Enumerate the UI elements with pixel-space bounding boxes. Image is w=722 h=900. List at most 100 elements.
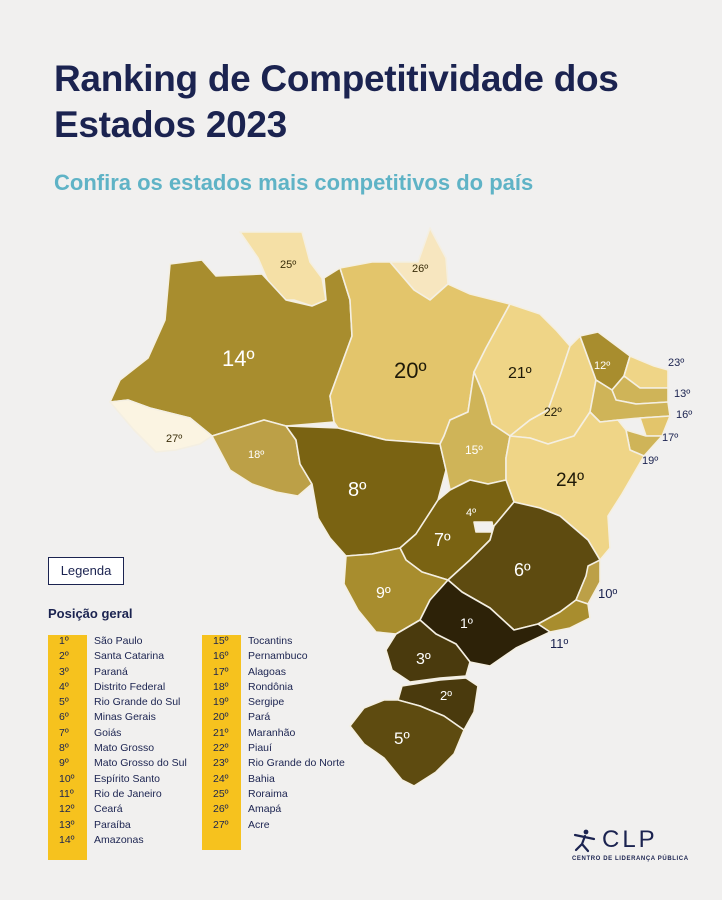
clp-figure-icon — [573, 829, 596, 853]
label-rs: 5º — [394, 729, 410, 748]
logo-tagline: CENTRO DE LIDERANÇA PÚBLICA — [572, 856, 689, 862]
label-ms: 9º — [376, 585, 391, 602]
label-rr: 25º — [280, 259, 296, 271]
label-am: 14º — [222, 346, 255, 371]
legend-state-name: Distrito Federal — [94, 680, 166, 693]
state-df — [473, 521, 495, 533]
label-ap: 26º — [412, 263, 428, 275]
legend-state-name: Acre — [248, 818, 270, 831]
legend-rank: 20º — [213, 711, 229, 724]
legend-rank: 14º — [59, 833, 75, 846]
legend-item: 15º Tocantins — [202, 635, 345, 650]
legend-item: 3º Paraná — [48, 666, 187, 681]
legend-rank: 3º — [59, 665, 69, 678]
legend-state-name: Pará — [248, 711, 271, 724]
legend-state-name: Rio Grande do Sul — [94, 696, 181, 709]
legend-state-name: Alagoas — [248, 665, 286, 678]
legend-rank: 9º — [59, 757, 69, 770]
label-pe: 16º — [676, 409, 692, 421]
legend-item: 10º Espírito Santo — [48, 773, 187, 788]
legend-state-name: Goiás — [94, 726, 122, 739]
legend-item: 6º Minas Gerais — [48, 711, 187, 726]
label-sp: 1º — [460, 615, 473, 631]
legend-item: 13º Paraíba — [48, 819, 187, 834]
legend-item: 1º São Paulo — [48, 635, 187, 650]
legend-item: 2º Santa Catarina — [48, 650, 187, 665]
label-ce: 12º — [594, 360, 610, 372]
legend-state-name: Paraná — [94, 665, 128, 678]
legend-item: 26º Amapá — [202, 803, 345, 818]
legend-rank: 4º — [59, 680, 69, 693]
clp-logo: CLP CENTRO DE LIDERANÇA PÚBLICA — [572, 826, 692, 862]
legend-rank: 6º — [59, 711, 69, 724]
legend-item: 7º Goiás — [48, 727, 187, 742]
legend-rank: 11º — [59, 787, 74, 800]
legend-item: 20º Pará — [202, 711, 345, 726]
legend-state-name: Pernambuco — [248, 650, 308, 663]
state-pr — [385, 619, 471, 683]
legend-item: 5º Rio Grande do Sul — [48, 696, 187, 711]
label-pr: 3º — [416, 651, 431, 668]
legend-rank: 13º — [59, 818, 75, 831]
label-df: 4º — [466, 507, 476, 519]
legend-rank: 12º — [59, 803, 75, 816]
legend-item: 24º Bahia — [202, 773, 345, 788]
legend-item: 4º Distrito Federal — [48, 681, 187, 696]
legend-item: 27º Acre — [202, 819, 345, 834]
label-to: 15º — [465, 443, 483, 457]
legend-title: Posição geral — [48, 606, 133, 621]
page-title: Ranking de Competitividade dos Estados 2… — [54, 58, 619, 145]
state-rs — [349, 699, 465, 787]
legend-state-name: Roraima — [248, 787, 288, 800]
legend-state-name: Mato Grosso — [94, 742, 155, 755]
legend-state-name: Tocantins — [248, 635, 293, 647]
legend-rank: 15º — [213, 635, 229, 647]
legend-state-name: Amapá — [248, 803, 282, 816]
legend-item: 12º Ceará — [48, 803, 187, 818]
legend-item: 21º Maranhão — [202, 727, 345, 742]
state-ac — [109, 399, 213, 453]
legend-state-name: Sergipe — [248, 696, 285, 709]
label-pb: 13º — [674, 388, 690, 400]
legend-item: 25º Roraima — [202, 788, 345, 803]
legend-rank: 21º — [213, 726, 229, 739]
legend-state-name: Rio de Janeiro — [94, 787, 162, 800]
legend-item: 19º Sergipe — [202, 696, 345, 711]
legend-item: 16º Pernambuco — [202, 650, 345, 665]
legend-item: 17º Alagoas — [202, 666, 345, 681]
legend-state-name: Maranhão — [248, 726, 296, 739]
label-pi: 22º — [544, 405, 562, 419]
legend-state-name: Bahia — [248, 772, 275, 785]
label-rn: 23º — [668, 357, 684, 369]
label-ba: 24º — [556, 470, 584, 491]
legend-rank: 22º — [213, 742, 229, 755]
legend-rank: 10º — [59, 772, 75, 785]
legend-rank: 18º — [213, 680, 229, 693]
state-rj — [537, 599, 591, 633]
label-es: 10º — [598, 586, 617, 601]
legend-state-name: São Paulo — [94, 635, 143, 647]
label-sc: 2º — [440, 688, 452, 703]
legend-item: 23º Rio Grande do Norte — [202, 757, 345, 772]
legend-state-name: Amazonas — [94, 833, 144, 846]
label-go: 7º — [434, 530, 451, 550]
state-labels: 25º 26º 14º 20º 27º 18º 8º 21º 22º 12º 1… — [166, 259, 692, 748]
legend-item: 8º Mato Grosso — [48, 742, 187, 757]
legend-state-name: Santa Catarina — [94, 650, 165, 663]
legend-item: 18º Rondônia — [202, 681, 345, 696]
legend-item: 22º Piauí — [202, 742, 345, 757]
label-se: 19º — [642, 455, 658, 467]
legend-state-name: Ceará — [94, 803, 123, 816]
legend-item: 11º Rio de Janeiro — [48, 788, 187, 803]
legend-column-2: 15º Tocantins 16º Pernambuco 17º Alagoas 18º Ro… — [202, 635, 345, 834]
legend-rank-bar-1 — [48, 635, 87, 860]
label-mt: 8º — [348, 479, 367, 501]
legend-button[interactable]: Legenda — [48, 557, 124, 585]
page-subtitle: Confira os estados mais competitivos do … — [54, 170, 534, 195]
legend-state-name: Piauí — [248, 742, 272, 755]
label-pa: 20º — [394, 358, 427, 383]
legend-state-name: Mato Grosso do Sul — [94, 757, 187, 770]
legend-state-name: Minas Gerais — [94, 711, 156, 724]
legend-column-1: 1º São Paulo 2º Santa Catarina 3º Paraná 4º Dis… — [48, 635, 187, 849]
